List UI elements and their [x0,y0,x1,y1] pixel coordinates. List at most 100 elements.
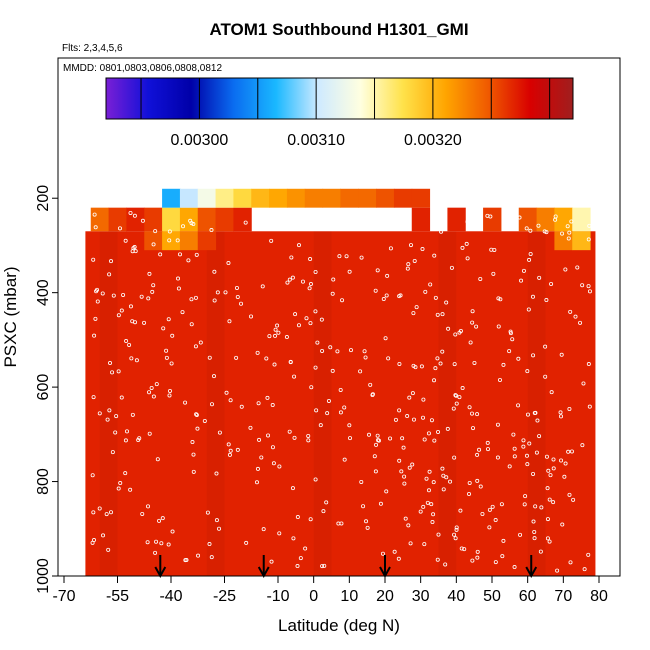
sample-point [454,527,459,532]
sample-point [506,217,511,222]
sample-point [493,518,498,523]
sample-point [452,455,457,460]
sample-point [586,362,591,367]
sample-point [344,254,349,259]
sample-point [209,402,214,407]
sample-point [285,280,290,285]
sample-point [296,323,301,328]
sample-point [441,487,446,492]
sample-point [227,452,232,457]
sample-point [542,229,547,234]
sample-point [176,276,181,281]
sample-point [587,404,592,409]
sample-point [243,220,248,225]
sample-point [223,290,228,295]
sample-point [406,262,411,267]
sample-point [548,473,553,478]
sample-point [198,340,203,345]
sample-point [320,564,325,569]
sample-point [288,218,293,223]
sample-point [180,310,185,315]
sample-point [586,552,591,557]
sample-point [397,458,402,463]
sample-point [193,295,198,300]
heatmap-cell [233,188,252,208]
sample-point [91,257,96,262]
sample-point [261,527,266,532]
sample-point [159,541,164,546]
sample-point [313,477,318,482]
sample-point [309,385,314,390]
heatmap-cell [322,188,341,208]
sample-point [458,329,463,334]
sample-point [544,454,549,459]
sample-point [376,438,381,443]
sample-point [260,284,265,289]
sample-point [342,405,347,410]
sample-point [248,425,253,430]
sample-point [470,558,475,563]
sample-point [123,438,128,443]
sample-point [428,282,433,287]
sample-point [392,549,397,554]
sample-point [406,523,411,528]
sample-point [492,247,497,252]
sample-point [308,282,313,287]
sample-point [164,348,169,353]
sample-point [516,356,521,361]
sample-point [549,390,554,395]
sample-point [440,466,445,471]
sample-point [155,457,160,462]
sample-point [266,433,271,438]
sample-point [537,275,542,280]
sample-point [140,218,145,223]
sample-point [460,386,465,391]
sample-point [132,213,137,218]
sample-point [487,525,492,530]
sample-point [154,382,159,387]
sample-point [132,245,137,250]
sample-point [107,272,112,277]
sample-point [336,521,341,526]
x-tick-label: 0 [309,588,318,605]
sample-point [347,269,352,274]
sample-point [358,369,363,374]
sample-point [139,294,144,299]
sample-point [292,226,297,231]
sample-point [539,505,544,510]
sample-point [475,412,480,417]
sample-point [290,486,295,491]
y-tick-label: 400 [35,279,52,306]
sample-point [452,362,457,367]
sample-point [359,255,364,260]
sample-point [254,480,259,485]
sample-point [114,414,119,419]
sample-point [129,356,134,361]
colorbar-tick-label: 0.00300 [170,132,228,149]
sample-point [532,536,537,541]
flights-label: Flts: 2,3,4,5,6 [62,43,123,54]
sample-point [100,291,105,296]
sample-point [153,550,158,555]
heatmap-cell [162,188,181,208]
sample-point [411,311,416,316]
heatmap-stripe [313,231,332,576]
sample-point [269,559,274,564]
sample-point [169,361,174,366]
sample-point [118,481,123,486]
sample-point [467,480,472,485]
sample-point [467,405,472,410]
heatmap-cell [179,188,199,208]
sample-point [147,271,152,276]
sample-point [528,251,533,256]
sample-point [478,484,483,489]
sample-point [560,231,565,236]
sample-point [295,515,300,520]
sample-point [527,257,532,262]
sample-point [276,330,281,335]
heatmap-cell [554,231,573,251]
sample-point [378,501,383,506]
heatmap-stripe [99,231,118,576]
sample-point [501,538,506,543]
